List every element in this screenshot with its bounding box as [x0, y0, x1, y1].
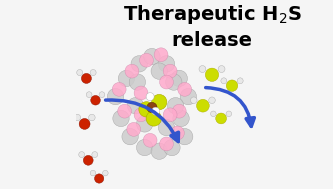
- Circle shape: [83, 155, 93, 165]
- Circle shape: [107, 88, 124, 105]
- Circle shape: [237, 78, 243, 84]
- Circle shape: [166, 74, 182, 90]
- Circle shape: [210, 111, 216, 117]
- Circle shape: [92, 152, 98, 157]
- Circle shape: [180, 88, 196, 105]
- Circle shape: [163, 64, 177, 78]
- Circle shape: [164, 139, 180, 156]
- Circle shape: [95, 174, 104, 183]
- Text: release: release: [171, 31, 252, 50]
- Circle shape: [86, 92, 92, 98]
- Circle shape: [196, 99, 209, 112]
- Circle shape: [218, 66, 225, 72]
- Circle shape: [144, 48, 160, 65]
- Circle shape: [176, 129, 193, 145]
- Circle shape: [209, 97, 215, 104]
- Circle shape: [89, 114, 95, 121]
- Circle shape: [163, 108, 177, 122]
- Circle shape: [99, 92, 105, 98]
- Circle shape: [221, 78, 227, 84]
- Circle shape: [74, 114, 81, 121]
- Circle shape: [129, 74, 146, 90]
- Circle shape: [91, 95, 100, 105]
- Circle shape: [79, 119, 90, 129]
- Circle shape: [167, 98, 184, 114]
- Circle shape: [178, 82, 191, 96]
- Circle shape: [226, 80, 238, 91]
- Circle shape: [125, 64, 139, 78]
- Circle shape: [146, 93, 154, 101]
- Circle shape: [158, 119, 175, 136]
- Circle shape: [146, 111, 162, 126]
- Circle shape: [190, 97, 197, 104]
- Circle shape: [160, 75, 173, 89]
- Circle shape: [151, 63, 167, 79]
- Circle shape: [171, 70, 187, 87]
- Circle shape: [77, 70, 83, 76]
- Circle shape: [152, 94, 167, 110]
- Circle shape: [79, 152, 85, 157]
- Circle shape: [158, 56, 175, 72]
- Circle shape: [226, 111, 232, 117]
- Circle shape: [137, 116, 153, 132]
- Circle shape: [127, 122, 141, 136]
- Circle shape: [127, 98, 144, 114]
- Circle shape: [90, 170, 96, 176]
- Circle shape: [147, 102, 157, 113]
- Circle shape: [112, 82, 126, 96]
- Circle shape: [137, 139, 153, 156]
- Circle shape: [139, 102, 154, 117]
- Circle shape: [134, 86, 148, 100]
- Circle shape: [122, 129, 138, 145]
- Circle shape: [143, 133, 157, 147]
- Circle shape: [205, 68, 219, 81]
- Circle shape: [216, 113, 226, 124]
- Circle shape: [90, 70, 96, 76]
- Circle shape: [170, 126, 184, 140]
- Circle shape: [131, 56, 148, 72]
- Circle shape: [151, 143, 167, 159]
- Text: Therapeutic H$_2$S: Therapeutic H$_2$S: [123, 3, 301, 26]
- Circle shape: [199, 66, 206, 72]
- Circle shape: [118, 70, 135, 87]
- Circle shape: [113, 110, 129, 127]
- Circle shape: [160, 137, 173, 151]
- Circle shape: [173, 110, 189, 127]
- Circle shape: [134, 108, 148, 122]
- Circle shape: [103, 170, 108, 176]
- Circle shape: [81, 73, 92, 83]
- Circle shape: [154, 48, 168, 62]
- Circle shape: [118, 104, 132, 118]
- Circle shape: [152, 107, 160, 115]
- Circle shape: [172, 104, 186, 118]
- Circle shape: [140, 53, 154, 67]
